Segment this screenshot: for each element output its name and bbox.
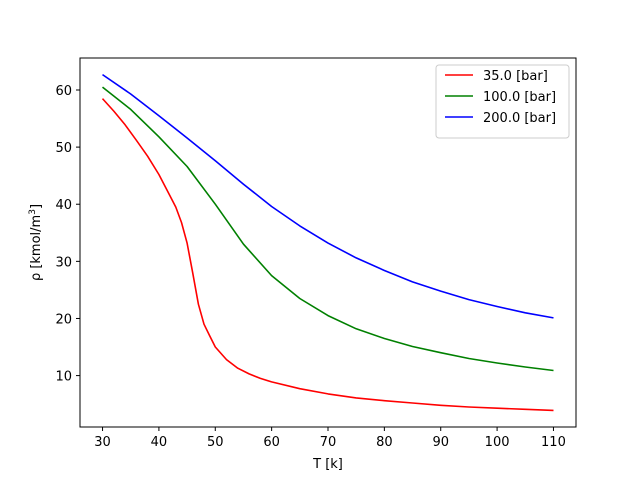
legend: 35.0 [bar] 100.0 [bar] 200.0 [bar]: [435, 64, 570, 139]
series-layer: [101, 73, 554, 412]
x-tick-label: 70: [320, 435, 337, 450]
y-axis-label-superscript: 3: [28, 209, 38, 215]
x-tick-label: 30: [94, 435, 111, 450]
x-axis-label: T [k]: [312, 457, 343, 472]
y-tick-label: 10: [55, 370, 72, 385]
x-tick-label: 100: [485, 435, 510, 450]
x-tick-label: 60: [263, 435, 280, 450]
y-axis-ticks: 10 20 30 40 50 60: [55, 84, 80, 385]
series-line-3: [102, 73, 554, 319]
y-tick-label: 40: [55, 198, 72, 213]
y-axis-label: ρ [kmol/m3]: [28, 204, 44, 281]
y-tick-label: 50: [55, 141, 72, 156]
legend-box: [435, 64, 570, 139]
y-axis-label-tail: ]: [29, 204, 44, 209]
series-line-2: [102, 86, 554, 372]
series-line-1: [101, 98, 554, 412]
legend-label: 200.0 [bar]: [483, 111, 556, 126]
x-tick-label: 110: [541, 435, 566, 450]
x-tick-label: 90: [432, 435, 449, 450]
x-axis-ticks: 30 40 50 60 70 80 90 100 110: [94, 427, 566, 450]
y-axis-label-main: ρ [kmol/m: [29, 215, 44, 281]
y-tick-label: 60: [55, 84, 72, 99]
x-tick-label: 80: [376, 435, 393, 450]
legend-label: 35.0 [bar]: [483, 69, 548, 84]
x-tick-label: 50: [207, 435, 224, 450]
y-tick-label: 20: [55, 312, 72, 327]
legend-label: 100.0 [bar]: [483, 90, 556, 105]
y-tick-label: 30: [55, 255, 72, 270]
x-tick-label: 40: [151, 435, 168, 450]
